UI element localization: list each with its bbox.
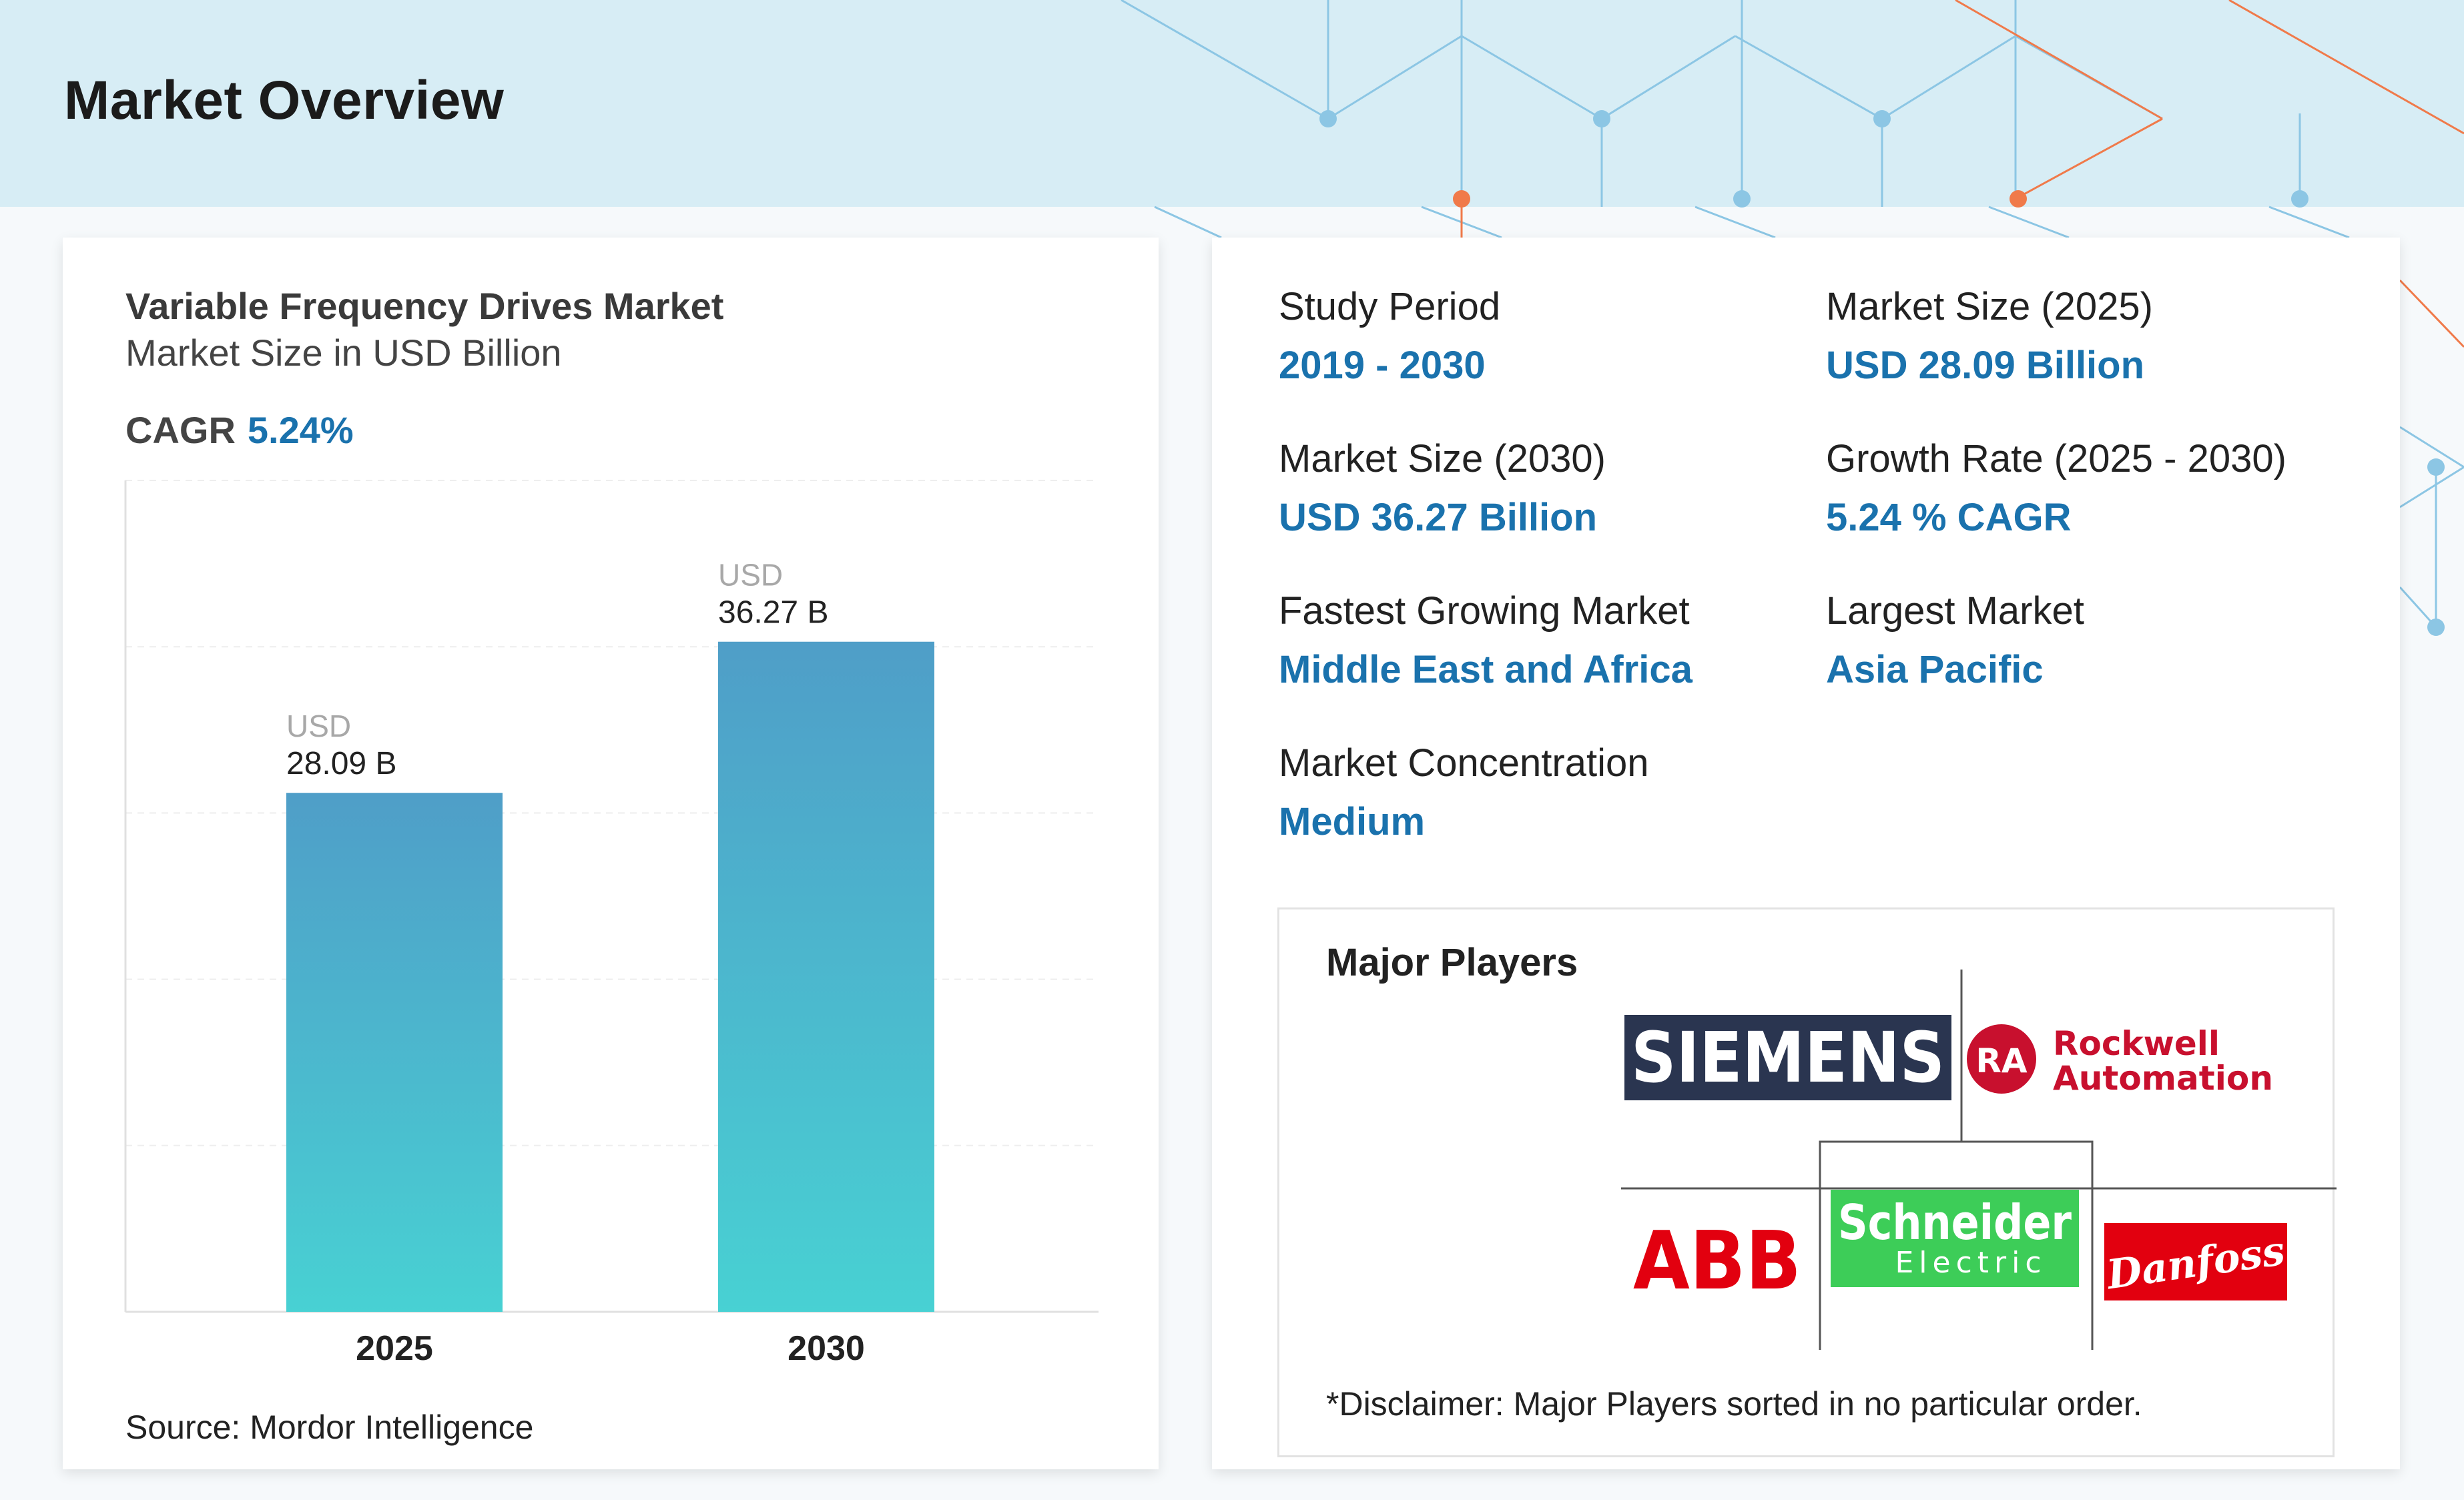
disclaimer: *Disclaimer: Major Players sorted in no … <box>1326 1385 2142 1423</box>
chart-subtitle: Market Size in USD Billion <box>125 332 562 374</box>
largest-market-label: Largest Market <box>1826 589 2084 633</box>
schneider-line1: Schneider <box>1838 1194 2072 1250</box>
fastest-growing-value: Middle East and Africa <box>1279 648 1692 691</box>
rockwell-line1: Rockwell <box>2053 1024 2220 1063</box>
x-tick-label: 2025 <box>356 1329 433 1368</box>
players-divider-lines <box>1621 970 2337 1350</box>
largest-market-value: Asia Pacific <box>1826 648 2044 691</box>
bar-label-value: 36.27 B <box>718 595 828 631</box>
bar-label-unit: USD <box>718 558 783 593</box>
source-note: Source: Mordor Intelligence <box>125 1409 534 1446</box>
abb-logo: ABB <box>1633 1223 1801 1295</box>
cagr-row: CAGR 5.24% <box>125 408 354 452</box>
bar-label-value: 28.09 B <box>286 746 396 781</box>
bar-2025 <box>286 793 503 1312</box>
growth-rate-value: 5.24 % CAGR <box>1826 496 2072 539</box>
concentration-label: Market Concentration <box>1279 741 1649 785</box>
rockwell-automation-logo: RA Rockwell Automation <box>1967 1024 2273 1098</box>
x-tick-label: 2030 <box>788 1329 865 1368</box>
study-period-value: 2019 - 2030 <box>1279 344 1486 387</box>
schneider-line2: Electric <box>1895 1246 2046 1280</box>
chart-title: Variable Frequency Drives Market <box>125 285 724 327</box>
siemens-logo: SIEMENS <box>1624 1015 1951 1100</box>
market-size-2030-label: Market Size (2030) <box>1279 437 1606 480</box>
header-band <box>0 0 2464 207</box>
chart-card: Variable Frequency Drives Market Market … <box>63 238 1159 1469</box>
concentration-value: Medium <box>1279 800 1426 843</box>
market-size-2030-value: USD 36.27 Billion <box>1279 496 1598 539</box>
danfoss-logo: Danfoss <box>2104 1223 2287 1300</box>
gridlines <box>125 480 1099 1146</box>
siemens-logo-text: SIEMENS <box>1631 1017 1945 1098</box>
bar-label-unit: USD <box>286 709 351 743</box>
abb-logo-text: ABB <box>1633 1223 1801 1295</box>
market-size-2025-label: Market Size (2025) <box>1826 285 2153 328</box>
rockwell-mark: RA <box>1975 1042 2028 1080</box>
market-size-2025-value: USD 28.09 Billion <box>1826 344 2145 387</box>
major-players-title: Major Players <box>1326 941 1578 984</box>
rockwell-line2: Automation <box>2053 1059 2273 1098</box>
fastest-growing-label: Fastest Growing Market <box>1279 589 1690 633</box>
growth-rate-label: Growth Rate (2025 - 2030) <box>1826 437 2286 480</box>
cagr-value: 5.24% <box>247 409 354 451</box>
major-players-box: Major Players SIEMENS RA Rockwell Automa… <box>1277 907 2337 1457</box>
bar-2030 <box>718 641 934 1312</box>
stats-card: Study Period 2019 - 2030 Market Size (20… <box>1212 238 2400 1469</box>
study-period-label: Study Period <box>1279 285 1501 328</box>
schneider-electric-logo: Schneider Electric <box>1831 1190 2079 1287</box>
cagr-label: CAGR <box>125 409 236 451</box>
page-title: Market Overview <box>64 70 505 131</box>
